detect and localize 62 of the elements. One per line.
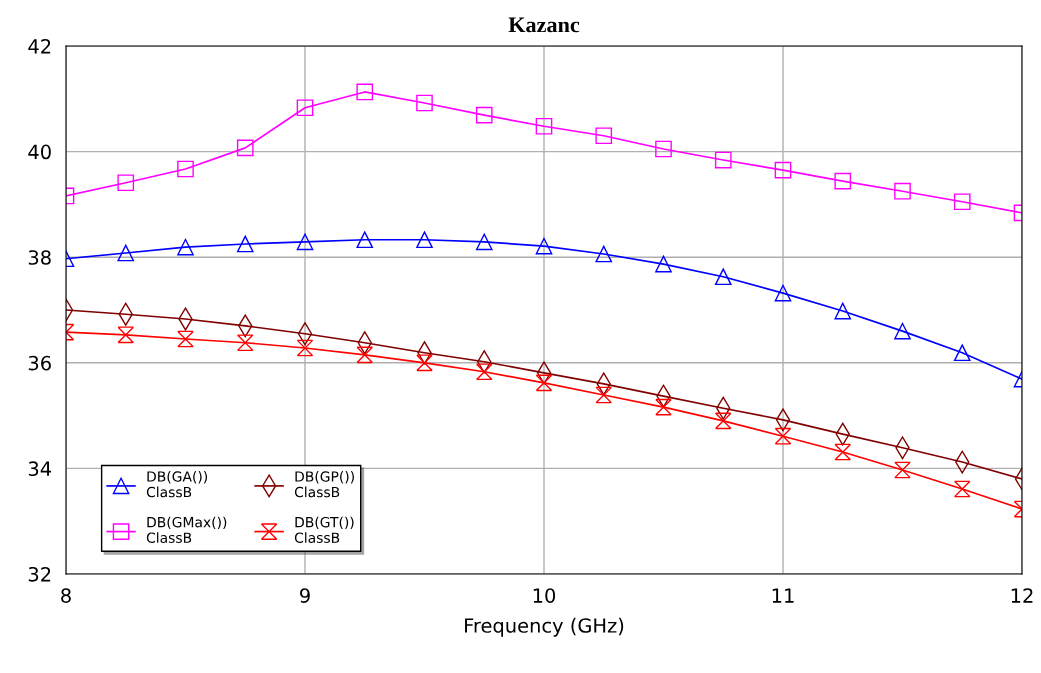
point	[655, 140, 672, 158]
point	[416, 94, 433, 112]
point	[177, 330, 194, 348]
point	[714, 268, 732, 286]
point	[356, 346, 374, 364]
legend-label: DB(GMax()) ClassB	[146, 516, 227, 543]
point	[953, 480, 971, 498]
point	[236, 334, 254, 352]
point	[774, 284, 792, 302]
x-tick-label: 10	[533, 588, 556, 603]
x-tick-label: 9	[300, 588, 310, 603]
point	[535, 237, 553, 255]
y-tick-label: 40	[28, 144, 51, 160]
y-tick-label: 32	[28, 566, 51, 582]
point	[296, 99, 314, 117]
point	[117, 244, 135, 262]
point	[535, 117, 553, 135]
point	[117, 326, 135, 344]
point	[475, 106, 493, 124]
point	[117, 174, 135, 192]
point	[356, 231, 374, 249]
point	[894, 322, 911, 340]
point	[595, 127, 613, 145]
x-tick-label: 11	[772, 588, 794, 603]
point	[177, 238, 194, 256]
point	[894, 461, 911, 479]
legend-label: DB(GT()) ClassB	[294, 516, 354, 543]
point	[714, 412, 732, 430]
chart-title: Kazanc	[508, 17, 580, 33]
point	[774, 161, 792, 179]
point	[416, 354, 433, 372]
point	[834, 443, 852, 461]
point	[655, 255, 672, 273]
y-tick-label: 42	[28, 38, 51, 54]
point	[655, 398, 672, 416]
point	[356, 83, 374, 101]
y-tick-label: 38	[28, 250, 51, 265]
point	[834, 172, 852, 190]
point	[416, 231, 433, 249]
legend-label: DB(GP()) ClassB	[294, 471, 354, 498]
y-tick-label: 34	[28, 461, 52, 477]
point	[834, 302, 852, 320]
point	[296, 339, 314, 357]
x-tick-label: 12	[1011, 588, 1033, 603]
x-axis-title: Frequency (GHz)	[465, 617, 624, 637]
point	[475, 233, 493, 251]
point	[595, 386, 613, 404]
point	[714, 151, 732, 169]
point	[296, 233, 314, 251]
point	[595, 245, 613, 263]
point	[236, 139, 254, 157]
point	[535, 374, 553, 392]
point	[774, 427, 792, 445]
y-tick-label: 36	[28, 355, 51, 371]
point	[953, 344, 971, 362]
point	[236, 235, 254, 253]
point	[894, 182, 911, 200]
legend-label: DB(GA()) ClassB	[146, 471, 208, 498]
point	[177, 160, 194, 178]
point	[475, 363, 493, 381]
x-tick-label: 8	[61, 588, 71, 603]
point	[953, 193, 971, 211]
